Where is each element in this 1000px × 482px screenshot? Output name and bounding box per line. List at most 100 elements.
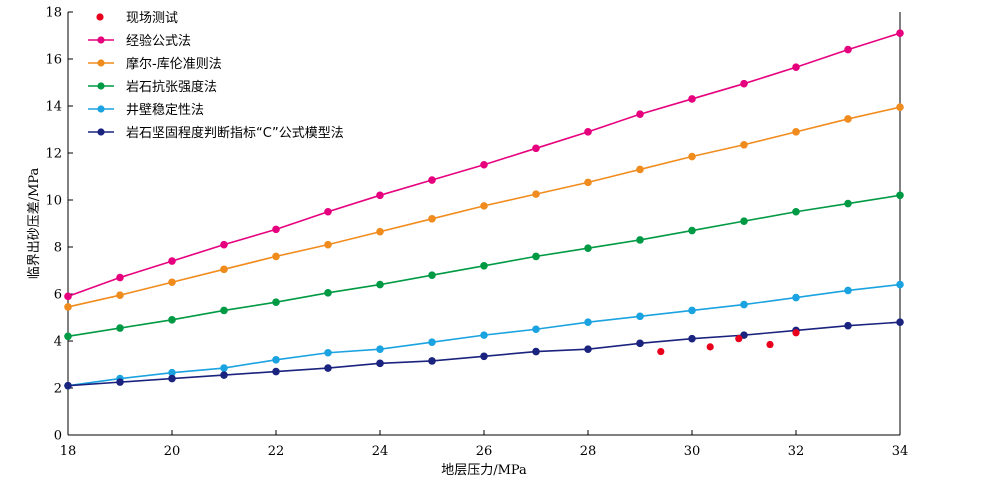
series-2-point <box>116 324 124 332</box>
field-test-point <box>706 343 714 351</box>
series-3-point <box>272 356 280 364</box>
x-tick-label: 28 <box>580 444 597 459</box>
series-0-point <box>220 240 228 249</box>
series-1-point <box>220 265 228 274</box>
series-2-point <box>428 271 436 280</box>
y-tick-label: 8 <box>54 241 62 256</box>
y-tick-label: 6 <box>54 288 62 303</box>
series-0-point <box>64 292 72 301</box>
series-3-point <box>532 325 540 334</box>
series-4-point <box>740 331 748 339</box>
series-1-point <box>272 252 280 261</box>
series-2-point <box>168 316 176 324</box>
series-4-point <box>64 381 72 390</box>
legend-marker-field-test <box>96 13 104 21</box>
y-tick-label: 18 <box>45 6 62 21</box>
field-test-point <box>657 347 665 356</box>
series-4-point <box>688 334 696 343</box>
series-0-point <box>792 63 800 72</box>
series-2-point <box>324 289 332 297</box>
series-4-point <box>324 364 332 372</box>
series-0-point <box>740 79 748 88</box>
series-2-point <box>220 306 228 315</box>
series-0-point <box>532 144 540 153</box>
x-tick-label: 30 <box>684 444 701 459</box>
legend-marker-2 <box>97 82 105 90</box>
series-1-point <box>688 152 696 161</box>
series-1-point <box>116 291 124 299</box>
series-1-point <box>480 202 488 210</box>
series-0-point <box>584 128 592 136</box>
series-2-point <box>740 217 748 225</box>
series-1-point <box>64 303 72 311</box>
legend-marker-3 <box>97 105 105 113</box>
series-3-point <box>844 286 852 295</box>
series-2-point <box>792 207 800 216</box>
legend-label-4: 岩石坚固程度判断指标“C”公式模型法 <box>126 125 344 141</box>
series-3-point <box>428 338 436 346</box>
y-axis-title: 临界出砂压差/MPa <box>27 167 42 279</box>
y-tick-label: 14 <box>45 100 62 115</box>
series-0-point <box>636 110 644 119</box>
series-3-point <box>220 364 228 372</box>
series-4-point <box>584 345 592 354</box>
series-4-point <box>636 339 644 348</box>
series-4-point <box>480 352 488 361</box>
series-2-point <box>376 280 384 289</box>
x-tick-label: 34 <box>892 444 909 459</box>
series-2-point <box>480 262 488 270</box>
field-test-point <box>792 329 800 337</box>
legend-marker-1 <box>97 59 105 67</box>
series-2-point <box>584 244 592 252</box>
series-1-point <box>428 215 436 223</box>
y-tick-label: 0 <box>54 429 62 444</box>
x-tick-label: 18 <box>60 444 77 459</box>
series-0-point <box>896 29 904 37</box>
scatter-layer <box>657 329 800 356</box>
series-2-point <box>532 252 540 261</box>
series-4-point <box>116 378 124 386</box>
series-1-point <box>168 278 176 287</box>
series-3-point <box>324 348 332 357</box>
series-3-point <box>584 318 592 327</box>
series-1-point <box>636 165 644 174</box>
series-4-point <box>844 321 852 330</box>
series-2-point <box>272 298 280 307</box>
series-2-point <box>688 226 696 235</box>
legend: 现场测试经验公式法摩尔-库伦准则法岩石抗张强度法井壁稳定性法岩石坚固程度判断指标… <box>88 11 344 141</box>
series-2-point <box>64 332 72 341</box>
series-4-point <box>532 347 540 356</box>
legend-label-field-test: 现场测试 <box>126 11 178 26</box>
x-tick-label: 22 <box>268 444 285 459</box>
series-3-point <box>896 280 904 289</box>
x-axis-title: 地层压力/MPa <box>441 463 527 478</box>
x-tick-label: 20 <box>164 444 181 459</box>
y-tick-label: 4 <box>54 335 62 350</box>
series-layer <box>64 29 904 390</box>
series-1-point <box>376 227 384 236</box>
legend-marker-4 <box>97 128 105 136</box>
series-3-point <box>376 345 384 354</box>
legend-label-3: 井壁稳定性法 <box>126 102 204 118</box>
y-tick-label: 12 <box>45 147 62 162</box>
y-tick-label: 10 <box>45 194 62 209</box>
series-4-point <box>376 359 384 368</box>
series-0-point <box>168 257 176 265</box>
series-0-point <box>324 207 332 216</box>
legend-label-1: 摩尔-库伦准则法 <box>126 56 222 72</box>
series-3-point <box>740 300 748 309</box>
series-3-point <box>688 306 696 315</box>
x-tick-label: 26 <box>476 444 493 459</box>
series-4-point <box>896 318 904 327</box>
series-0-point <box>688 95 696 103</box>
series-0-point <box>844 45 852 54</box>
legend-marker-0 <box>97 36 105 44</box>
series-3-point <box>168 368 176 377</box>
series-0-point <box>272 225 280 234</box>
series-2-point <box>636 236 644 244</box>
legend-label-0: 经验公式法 <box>126 33 191 49</box>
series-1-point <box>740 140 748 149</box>
series-1-point <box>792 128 800 136</box>
